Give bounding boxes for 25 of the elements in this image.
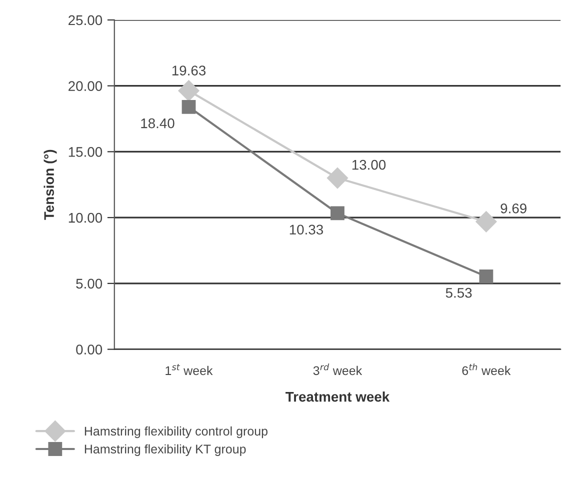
data-label: 9.69	[500, 204, 526, 214]
point	[326, 168, 348, 189]
point	[479, 270, 494, 284]
y-tick-label: 15.00	[68, 147, 102, 157]
data-label: 18.40	[141, 118, 174, 128]
y-tick-label: 5.00	[76, 278, 102, 289]
legend-label: Hamstring flexibility control group	[84, 426, 268, 438]
x-tick-label: 6$^{th}$ week	[462, 364, 511, 376]
point	[178, 80, 200, 102]
x-tick-label: 1$^{st}$ week	[166, 364, 213, 376]
x-axis-title: Treatment week	[286, 392, 390, 402]
y-tick-label: 0.00	[76, 344, 102, 354]
data-label: 5.53	[446, 288, 472, 298]
y-tick-label: 20.00	[68, 81, 102, 91]
data-label: 19.63	[172, 66, 206, 76]
y-tick-label: 10.00	[68, 212, 102, 223]
x-tick-label: 3$^{rd}$ week	[313, 364, 362, 376]
point	[476, 211, 497, 232]
y-tick-label: 25.00	[68, 15, 102, 26]
point	[182, 100, 196, 114]
point	[330, 206, 344, 220]
legend-label: Hamstring flexibility KT group	[84, 444, 246, 456]
data-label: 10.33	[290, 224, 323, 235]
data-label: 13.00	[352, 160, 386, 170]
y-axis-title: Tension (°)	[44, 150, 57, 220]
